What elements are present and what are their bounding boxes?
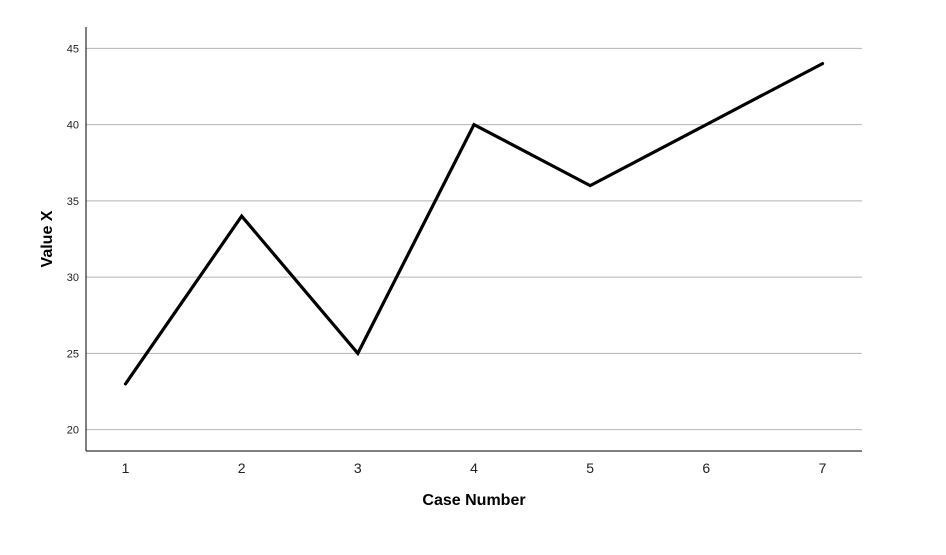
y-tick-label-30: 30 [67, 272, 79, 284]
y-tick-label-25: 25 [67, 348, 79, 360]
y-tick-labels: 20 25 30 35 40 45 [67, 43, 79, 436]
y-tick-label-40: 40 [67, 120, 79, 132]
y-tick-label-20: 20 [67, 425, 79, 437]
x-tick-label-2: 2 [238, 460, 246, 476]
y-axis-title: Value X [39, 210, 56, 267]
series-group [123, 62, 825, 386]
x-axis-title: Case Number [422, 492, 525, 509]
x-tick-label-3: 3 [354, 460, 362, 476]
series-line-1 [123, 62, 825, 386]
x-tick-labels: 1 2 3 4 5 6 7 [122, 460, 827, 476]
x-tick-label-6: 6 [702, 460, 710, 476]
y-tick-label-35: 35 [67, 196, 79, 208]
x-tick-label-1: 1 [122, 460, 130, 476]
x-tick-label-4: 4 [470, 460, 478, 476]
axes [85, 27, 862, 452]
x-tick-label-5: 5 [586, 460, 594, 476]
y-tick-label-45: 45 [67, 43, 79, 55]
x-tick-label-7: 7 [819, 460, 827, 476]
